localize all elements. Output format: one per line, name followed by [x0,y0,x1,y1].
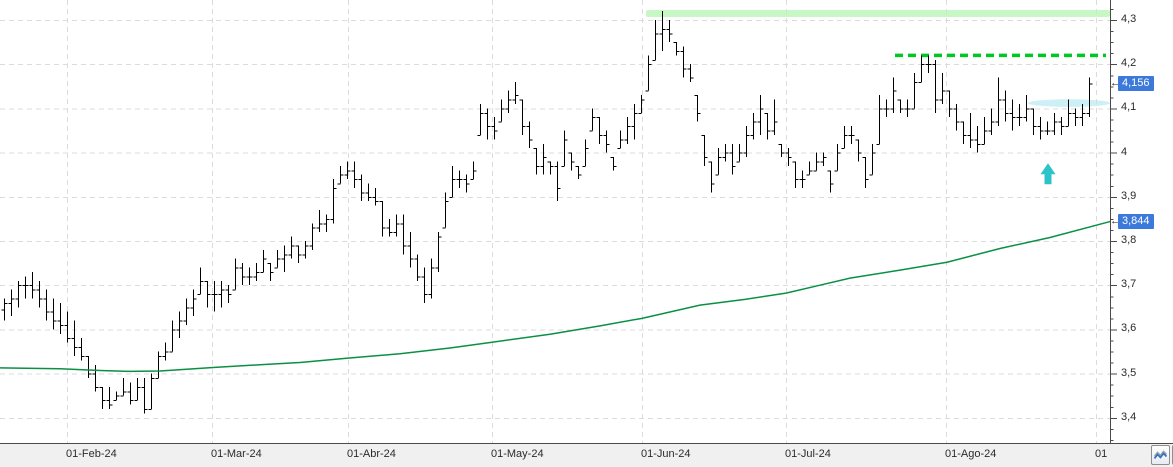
y-axis-label: 3,9 [1121,189,1137,202]
x-axis-label: 01-Abr-24 [347,448,396,460]
gridlines [0,0,1110,443]
ohlc-bars [1,11,1093,414]
y-axis-label: 3,6 [1121,322,1137,335]
y-axis-label: 3,4 [1121,410,1137,423]
x-axis-label: 01-Jul-24 [785,448,831,460]
axes [67,0,1117,449]
moving-average-marker: ← 3,844 [1110,214,1154,229]
time-axis-bar [0,443,1173,467]
left-arrow-icon: ← [1110,215,1121,227]
last-price-marker: ← 4,156 [1110,76,1154,91]
y-axis-label: 4,3 [1121,13,1137,25]
y-axis-label: 4,2 [1121,57,1137,70]
y-axis-label: 3,8 [1121,234,1137,246]
x-axis-label: 01 [1095,448,1108,460]
x-axis-label: 01-Ago-24 [945,448,997,460]
x-axis-label: 01-Feb-24 [66,448,117,460]
y-axis-label: 3,7 [1121,278,1137,291]
moving-average-label: 3,844 [1118,214,1154,229]
last-price-label: 4,156 [1118,76,1154,91]
moving-average-line [0,220,1111,373]
buy-signal-up-arrow [1040,163,1056,185]
y-axis-label: 4,1 [1121,101,1137,114]
y-axis-label: 4 [1121,145,1128,158]
y-axis-label: 3,5 [1121,366,1137,379]
x-axis-label: 01-Mar-24 [211,448,262,460]
x-axis-label: 01-May-24 [491,448,544,460]
left-arrow-icon: ← [1110,77,1121,89]
x-axis-label: 01-Jun-24 [641,448,691,460]
overlay-series-button[interactable] [1151,445,1170,465]
resistance-zone-band [646,10,1110,17]
zigzag-lines-icon [1153,450,1168,460]
